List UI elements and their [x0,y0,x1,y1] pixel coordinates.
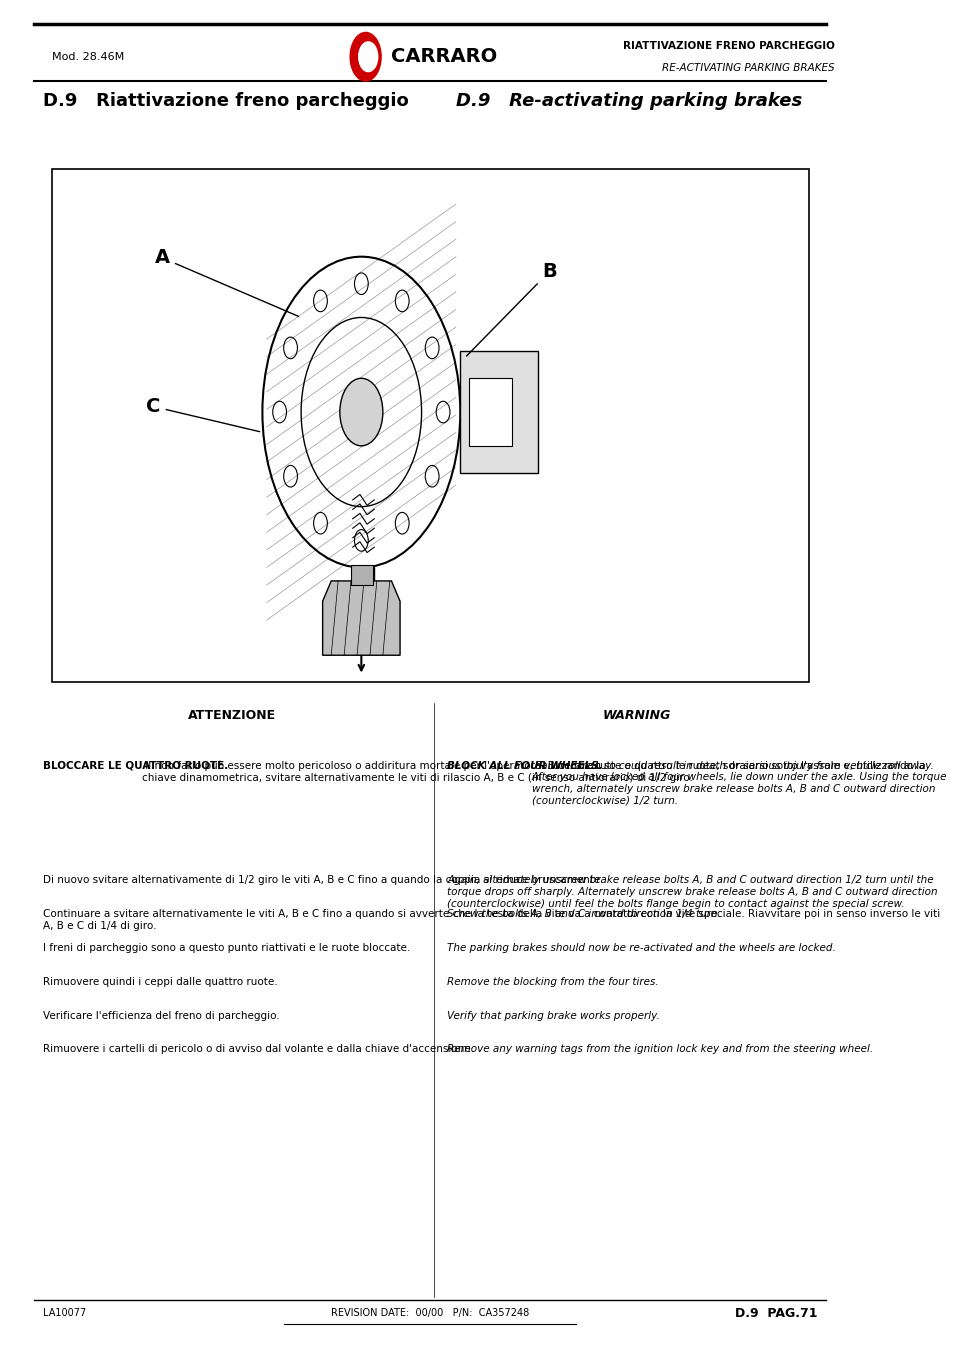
Text: Remove the blocking from the four tires.: Remove the blocking from the four tires. [447,977,659,986]
Text: REVISION DATE:  00/00   P/N:  CA357248: REVISION DATE: 00/00 P/N: CA357248 [331,1308,529,1319]
Text: CARRARO: CARRARO [391,47,497,66]
Text: WARNING: WARNING [602,709,670,723]
Text: I freni di parcheggio sono a questo punto riattivati e le ruote bloccate.: I freni di parcheggio sono a questo punt… [43,943,410,952]
Text: C: C [146,397,259,432]
Bar [459,351,537,473]
Text: Il non farlo può essere molto pericoloso o addiritura mortale per l'operatore. B: Il non farlo può essere molto pericoloso… [142,761,924,782]
Text: Mod. 28.46M: Mod. 28.46M [51,51,124,62]
Text: Verify that parking brake works properly.: Verify that parking brake works properly… [447,1011,659,1020]
FancyBboxPatch shape [51,169,808,682]
Text: Continuare a svitare alternativamente le viti A, B e C fino a quando si avverte : Continuare a svitare alternativamente le… [43,909,940,931]
Text: Remove any warning tags from the ignition lock key and from the steering wheel.: Remove any warning tags from the ignitio… [447,1044,873,1054]
Text: Failure to do so could result in death or serious injury from vehicle roll away.: Failure to do so could result in death o… [531,761,946,805]
Bar [469,378,512,446]
Text: Screw the bolts A, B and C inward direction 1/4 turn.: Screw the bolts A, B and C inward direct… [447,909,720,919]
Text: RE-ACTIVATING PARKING BRAKES: RE-ACTIVATING PARKING BRAKES [661,62,834,73]
Text: Rimuovere quindi i ceppi dalle quattro ruote.: Rimuovere quindi i ceppi dalle quattro r… [43,977,277,986]
Bar [353,567,374,621]
Text: RIATTIVAZIONE FRENO PARCHEGGIO: RIATTIVAZIONE FRENO PARCHEGGIO [622,41,834,51]
Text: BLOCK ALL FOUR WHEELS.: BLOCK ALL FOUR WHEELS. [447,761,602,770]
Text: D.9   Re-activating parking brakes: D.9 Re-activating parking brakes [456,92,801,111]
Text: BLOCCARE LE QUATTRO RUOTE.: BLOCCARE LE QUATTRO RUOTE. [43,761,228,770]
Circle shape [358,42,377,72]
Circle shape [339,378,382,446]
Text: ATTENZIONE: ATTENZIONE [188,709,276,723]
Bar [351,565,372,585]
Circle shape [350,32,381,81]
Text: B: B [466,262,557,357]
Text: Rimuovere i cartelli di pericolo o di avviso dal volante e dalla chiave d'accens: Rimuovere i cartelli di pericolo o di av… [43,1044,474,1054]
Text: The parking brakes should now be re-activated and the wheels are locked.: The parking brakes should now be re-acti… [447,943,835,952]
Text: D.9  PAG.71: D.9 PAG.71 [734,1306,817,1320]
Polygon shape [322,581,399,655]
Text: Verificare l'efficienza del freno di parcheggio.: Verificare l'efficienza del freno di par… [43,1011,279,1020]
Text: Again, alternately unscrew brake release bolts A, B and C outward direction 1/2 : Again, alternately unscrew brake release… [447,875,937,909]
Text: Di nuovo svitare alternativamente di 1/2 giro le viti A, B e C fino a quando la : Di nuovo svitare alternativamente di 1/2… [43,875,603,885]
Text: D.9   Riattivazione freno parcheggio: D.9 Riattivazione freno parcheggio [43,92,408,111]
Text: A: A [154,249,298,316]
Text: LA10077: LA10077 [43,1308,86,1319]
